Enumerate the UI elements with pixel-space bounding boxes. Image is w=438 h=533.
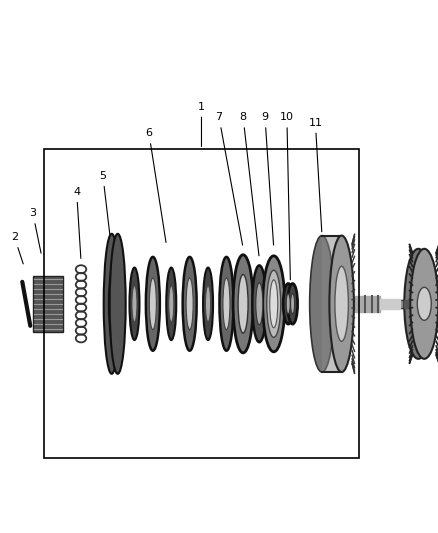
Ellipse shape — [169, 286, 174, 322]
Ellipse shape — [219, 257, 233, 351]
Ellipse shape — [286, 294, 290, 314]
Ellipse shape — [310, 236, 334, 372]
Ellipse shape — [104, 234, 120, 374]
Ellipse shape — [233, 255, 253, 353]
Ellipse shape — [270, 280, 278, 328]
Ellipse shape — [288, 284, 297, 324]
Text: 7: 7 — [215, 112, 243, 245]
Ellipse shape — [329, 236, 354, 372]
Ellipse shape — [238, 274, 248, 333]
Bar — [33, 276, 63, 332]
Text: 11: 11 — [308, 118, 322, 232]
Ellipse shape — [223, 278, 230, 329]
Ellipse shape — [132, 286, 137, 322]
Text: 10: 10 — [280, 112, 294, 280]
Text: 3: 3 — [29, 208, 41, 253]
Polygon shape — [322, 236, 342, 372]
Ellipse shape — [149, 278, 156, 329]
Ellipse shape — [166, 268, 176, 340]
Ellipse shape — [113, 278, 120, 329]
Ellipse shape — [417, 287, 431, 320]
Ellipse shape — [404, 249, 432, 359]
Ellipse shape — [183, 257, 197, 351]
Text: 9: 9 — [261, 112, 274, 245]
Ellipse shape — [256, 282, 263, 325]
Ellipse shape — [290, 294, 295, 314]
Text: 8: 8 — [240, 112, 259, 256]
Ellipse shape — [109, 257, 123, 351]
Text: 6: 6 — [145, 128, 166, 243]
Text: 1: 1 — [198, 102, 205, 147]
Ellipse shape — [283, 284, 293, 324]
Ellipse shape — [242, 286, 247, 322]
Ellipse shape — [114, 262, 122, 346]
Ellipse shape — [203, 268, 213, 340]
Text: 4: 4 — [73, 187, 81, 259]
Text: 2: 2 — [11, 232, 23, 264]
Ellipse shape — [410, 249, 438, 359]
Ellipse shape — [186, 278, 193, 329]
Ellipse shape — [263, 256, 285, 352]
Bar — [44, 149, 359, 458]
Ellipse shape — [252, 265, 266, 342]
Ellipse shape — [267, 270, 281, 337]
Ellipse shape — [110, 234, 126, 374]
Ellipse shape — [335, 266, 348, 341]
Ellipse shape — [240, 268, 250, 340]
Ellipse shape — [146, 257, 160, 351]
Text: 5: 5 — [99, 171, 111, 248]
Ellipse shape — [205, 286, 211, 322]
Ellipse shape — [130, 268, 139, 340]
